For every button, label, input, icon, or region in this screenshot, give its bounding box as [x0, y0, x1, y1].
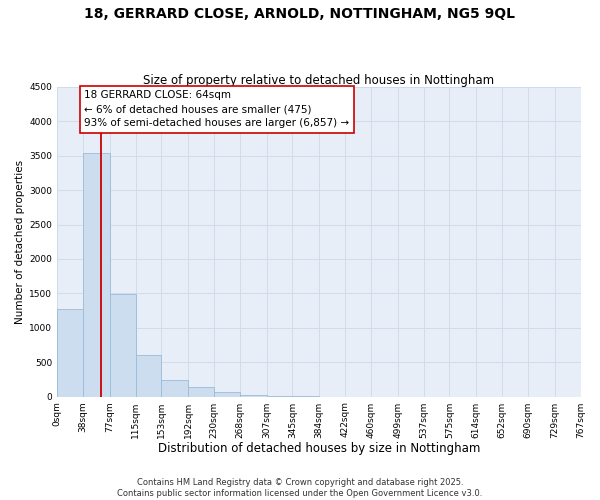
Title: Size of property relative to detached houses in Nottingham: Size of property relative to detached ho…	[143, 74, 494, 87]
Text: Contains HM Land Registry data © Crown copyright and database right 2025.
Contai: Contains HM Land Registry data © Crown c…	[118, 478, 482, 498]
X-axis label: Distribution of detached houses by size in Nottingham: Distribution of detached houses by size …	[158, 442, 480, 455]
Bar	[188, 388, 214, 396]
Bar	[136, 356, 161, 397]
Bar	[110, 294, 136, 396]
Bar	[83, 153, 110, 396]
Text: 18 GERRARD CLOSE: 64sqm
← 6% of detached houses are smaller (475)
93% of semi-de: 18 GERRARD CLOSE: 64sqm ← 6% of detached…	[85, 90, 349, 128]
Bar	[240, 394, 266, 396]
Bar	[161, 380, 188, 396]
Bar	[57, 308, 83, 396]
Text: 18, GERRARD CLOSE, ARNOLD, NOTTINGHAM, NG5 9QL: 18, GERRARD CLOSE, ARNOLD, NOTTINGHAM, N…	[85, 8, 515, 22]
Bar	[214, 392, 240, 396]
Y-axis label: Number of detached properties: Number of detached properties	[15, 160, 25, 324]
